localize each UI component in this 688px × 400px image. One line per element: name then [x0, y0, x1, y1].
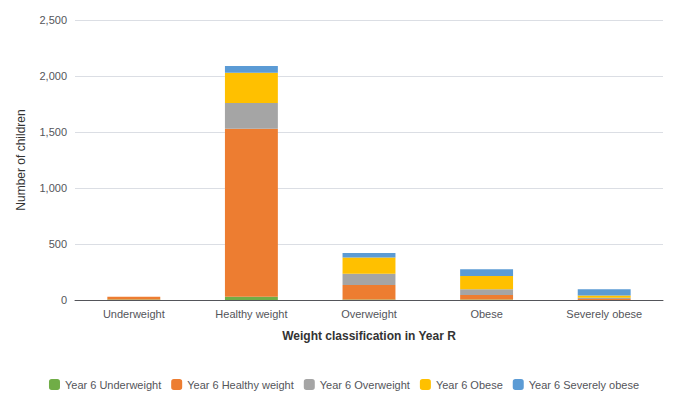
svg-text:Weight classification in Year: Weight classification in Year R — [282, 329, 456, 343]
svg-text:Healthy weight: Healthy weight — [215, 308, 287, 320]
svg-text:Year 6 Obese: Year 6 Obese — [436, 379, 503, 391]
svg-text:Overweight: Overweight — [341, 308, 397, 320]
svg-text:1,000: 1,000 — [39, 182, 67, 194]
svg-text:Year 6 Healthy weight: Year 6 Healthy weight — [187, 379, 294, 391]
svg-text:0: 0 — [61, 294, 67, 306]
svg-text:Obese: Obese — [470, 308, 502, 320]
svg-text:2,000: 2,000 — [39, 70, 67, 82]
svg-text:Year 6 Severely obese: Year 6 Severely obese — [529, 379, 639, 391]
svg-text:Severely obese: Severely obese — [566, 308, 642, 320]
svg-text:500: 500 — [49, 238, 67, 250]
svg-text:Year 6 Overweight: Year 6 Overweight — [320, 379, 410, 391]
svg-text:2,500: 2,500 — [39, 14, 67, 26]
svg-text:Year 6 Underweight: Year 6 Underweight — [65, 379, 161, 391]
svg-text:1,500: 1,500 — [39, 126, 67, 138]
svg-text:Number of children: Number of children — [14, 109, 28, 210]
svg-text:Underweight: Underweight — [103, 308, 165, 320]
